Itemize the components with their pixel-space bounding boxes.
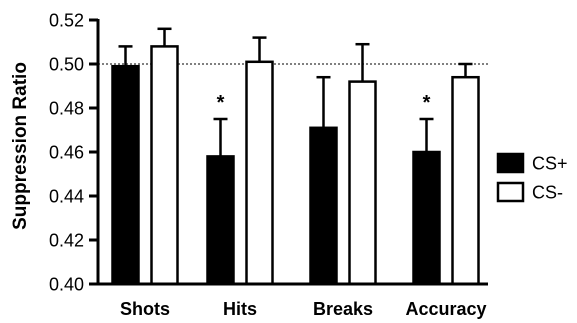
bar-cs-plus-hits — [206, 155, 235, 286]
x-tick-label-hits: Hits — [223, 299, 257, 319]
bar-cs-minus-breaks — [348, 80, 377, 286]
y-tick-label: 0.40 — [49, 275, 84, 295]
x-tick-label-breaks: Breaks — [313, 299, 373, 319]
y-tick-label: 0.44 — [49, 187, 84, 207]
x-tick-label-accuracy: Accuracy — [405, 299, 486, 319]
legend-swatch-cs-minus — [496, 181, 525, 203]
bar-cs-plus-shots — [111, 64, 140, 286]
bar-cs-minus-hits — [245, 60, 274, 286]
y-tick-label: 0.46 — [49, 143, 84, 163]
error-bars-group — [118, 27, 473, 157]
bar-cs-plus-breaks — [309, 126, 338, 286]
bar-cs-plus-accuracy — [412, 150, 441, 286]
y-tick-label: 0.52 — [49, 11, 84, 31]
significance-asterisk: * — [423, 92, 431, 114]
significance-asterisk: * — [217, 92, 225, 114]
legend: CS+ CS- — [496, 152, 568, 203]
y-tick-label: 0.50 — [49, 55, 84, 75]
x-tick-label-shots: Shots — [120, 299, 170, 319]
y-axis-label: Suppression Ratio — [10, 62, 31, 230]
y-tick-label: 0.48 — [49, 99, 84, 119]
legend-swatch-cs-plus — [496, 152, 525, 174]
significance-marks: * * — [217, 92, 431, 114]
bars-group — [111, 45, 480, 286]
bar-cs-minus-shots — [150, 45, 179, 286]
legend-label-cs-plus: CS+ — [532, 154, 568, 174]
y-tick-label: 0.42 — [49, 231, 84, 251]
y-axis-ticks: 0.40 0.42 0.44 0.46 0.48 0.50 0.52 — [49, 11, 98, 295]
x-axis-ticks: Shots Hits Breaks Accuracy — [120, 299, 487, 319]
legend-label-cs-minus: CS- — [532, 183, 563, 203]
bar-cs-minus-accuracy — [451, 75, 480, 286]
